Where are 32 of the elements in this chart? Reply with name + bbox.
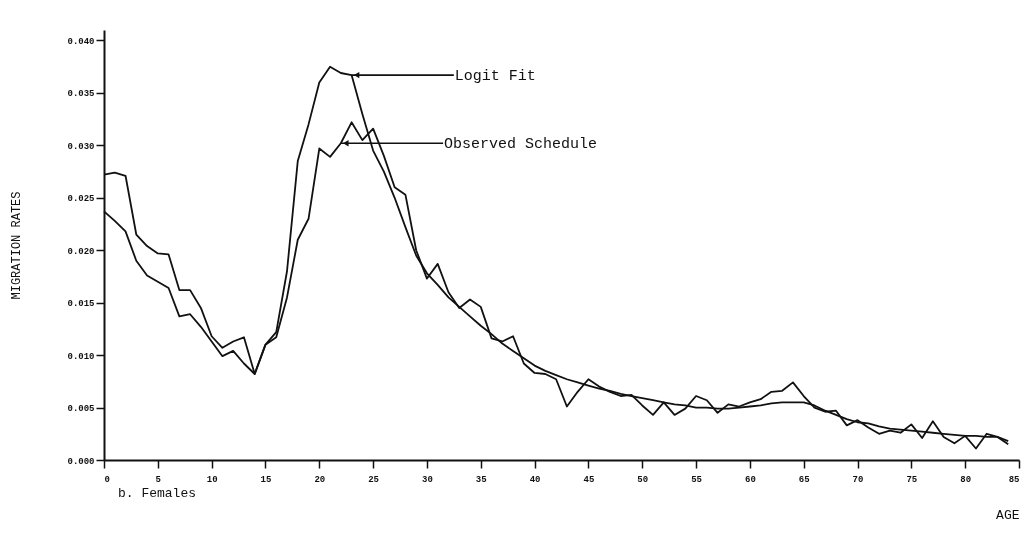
x-tick-label: 85 <box>1008 474 1020 485</box>
y-tick-label: 0.010 <box>67 351 95 362</box>
y-tick-label: 0.000 <box>67 456 95 467</box>
y-tick-label: 0.005 <box>67 404 95 415</box>
x-tick-label: 20 <box>314 474 326 485</box>
x-tick-label: 10 <box>206 474 218 485</box>
x-tick-label: 40 <box>529 474 541 485</box>
x-tick-label: 35 <box>475 474 487 485</box>
y-axis-title: MIGRATION RATES <box>9 191 24 300</box>
y-tick-label: 0.030 <box>67 141 95 152</box>
y-tick-label: 0.015 <box>67 299 95 310</box>
x-tick-label: 30 <box>422 474 433 485</box>
x-tick-label: 45 <box>583 474 595 485</box>
x-tick-label: 70 <box>852 474 864 485</box>
x-tick-label: 0 <box>104 474 110 485</box>
y-tick-label: 0.020 <box>67 246 95 257</box>
annotation: Logit Fit <box>454 68 536 86</box>
x-tick-label: 50 <box>637 474 649 485</box>
x-tick-label: 5 <box>155 474 162 485</box>
x-tick-label: 15 <box>260 474 272 485</box>
y-tick-label: 0.040 <box>67 36 95 47</box>
text: b. Females <box>118 486 197 501</box>
x-tick-label: 80 <box>960 474 972 485</box>
x-tick-label: 75 <box>906 474 918 485</box>
x-tick-label: 25 <box>368 474 380 485</box>
y-tick-label: 0.035 <box>67 89 95 100</box>
x-tick-label: 65 <box>798 474 810 485</box>
x-axis-title: AGE <box>996 507 1020 523</box>
x-tick-label: 55 <box>691 474 702 485</box>
annotation: Observed Schedule <box>444 136 598 154</box>
x-tick-label: 60 <box>744 474 756 485</box>
y-tick-label: 0.025 <box>67 194 95 205</box>
